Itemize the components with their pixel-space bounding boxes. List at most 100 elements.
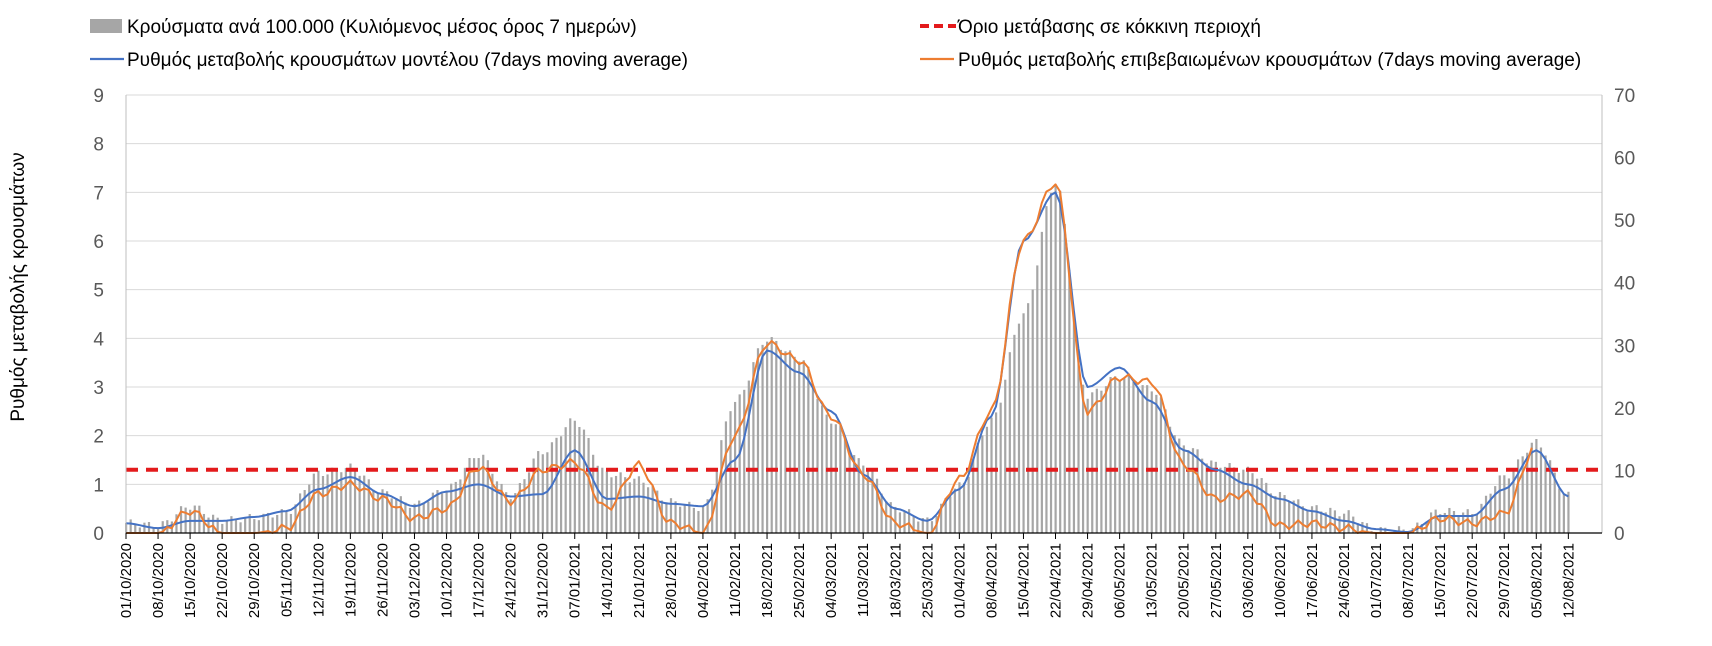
bar-mark bbox=[285, 511, 288, 533]
bar-mark bbox=[221, 523, 224, 533]
x-tick-label: 12/11/2020 bbox=[310, 543, 327, 617]
bar-mark bbox=[1269, 493, 1272, 533]
bar-mark bbox=[940, 503, 943, 533]
bar-mark bbox=[138, 527, 141, 533]
x-tick-label: 20/05/2021 bbox=[1176, 543, 1193, 618]
bar-mark bbox=[1022, 313, 1025, 533]
bar-mark bbox=[1329, 507, 1332, 533]
x-tick-label: 25/02/2021 bbox=[791, 543, 808, 618]
x-tick-label: 15/07/2021 bbox=[1432, 543, 1449, 618]
bar-mark bbox=[1091, 392, 1094, 533]
bar-mark bbox=[363, 475, 366, 533]
bar-mark bbox=[193, 505, 196, 533]
bar-mark bbox=[990, 417, 993, 533]
bar-mark bbox=[880, 493, 883, 533]
bar-mark bbox=[559, 436, 563, 533]
bar-mark bbox=[711, 489, 714, 533]
bar-mark bbox=[1031, 289, 1034, 533]
bar-mark bbox=[894, 506, 897, 533]
bar-mark bbox=[463, 467, 467, 533]
bar-mark bbox=[376, 493, 380, 533]
bar-mark bbox=[885, 501, 888, 533]
bar-mark bbox=[555, 437, 558, 533]
bar-mark bbox=[857, 458, 860, 533]
bar-mark bbox=[1544, 455, 1547, 533]
bar-mark bbox=[1008, 352, 1011, 533]
x-tick-label: 15/10/2020 bbox=[182, 543, 199, 618]
x-tick-label: 17/06/2021 bbox=[1304, 543, 1321, 618]
bar-mark bbox=[871, 470, 874, 533]
bar-mark bbox=[134, 524, 137, 533]
bar-mark bbox=[1429, 512, 1433, 533]
bar-mark bbox=[1168, 426, 1172, 533]
bar-mark bbox=[349, 463, 352, 533]
bar-mark bbox=[1182, 445, 1185, 533]
x-tick-label: 12/08/2021 bbox=[1560, 543, 1577, 618]
bar-mark bbox=[143, 522, 146, 533]
y-left-tick-label: 3 bbox=[93, 378, 104, 399]
bar-mark bbox=[834, 424, 837, 533]
bar-mark bbox=[688, 501, 691, 533]
bar-mark bbox=[1535, 439, 1538, 533]
bar-mark bbox=[1136, 387, 1140, 533]
bar-mark bbox=[468, 457, 471, 533]
bar-mark bbox=[1081, 384, 1085, 533]
bar-mark bbox=[550, 442, 554, 533]
bar-mark bbox=[1114, 376, 1117, 533]
bar-mark bbox=[509, 499, 512, 533]
bar-mark bbox=[418, 500, 421, 533]
bar-mark bbox=[1452, 510, 1456, 533]
bar-mark bbox=[1219, 467, 1222, 533]
bar-mark bbox=[1526, 452, 1529, 533]
x-tick-label: 29/04/2021 bbox=[1080, 543, 1097, 618]
bar-mark bbox=[761, 344, 764, 533]
bar-mark bbox=[1196, 449, 1199, 533]
bar-mark bbox=[532, 458, 535, 533]
bar-mark bbox=[386, 491, 389, 533]
x-tick-label: 22/04/2021 bbox=[1048, 543, 1065, 618]
bar-mark bbox=[917, 521, 920, 533]
bar-mark bbox=[811, 384, 815, 533]
bar-mark bbox=[308, 484, 311, 533]
bar-mark bbox=[752, 362, 755, 533]
bar-mark bbox=[1530, 442, 1533, 533]
bar-mark bbox=[1141, 385, 1144, 533]
bar-mark bbox=[633, 478, 636, 533]
legend-label-confirmed: Ρυθμός μεταβολής επιβεβαιωμένων κρουσμάτ… bbox=[958, 50, 1581, 71]
bar-mark bbox=[390, 498, 393, 533]
bar-mark bbox=[733, 401, 737, 533]
x-tick-label: 04/02/2021 bbox=[695, 543, 712, 618]
bar-mark bbox=[1549, 460, 1552, 533]
bar-mark bbox=[1205, 463, 1208, 533]
bar-mark bbox=[674, 501, 677, 533]
bar-mark bbox=[875, 478, 879, 533]
bar-mark bbox=[743, 389, 746, 533]
bar-mark bbox=[756, 348, 760, 533]
bar-mark bbox=[212, 514, 215, 533]
bar-mark bbox=[587, 437, 590, 533]
bar-mark bbox=[1553, 472, 1556, 533]
bar-mark bbox=[518, 483, 521, 533]
model-series bbox=[125, 191, 1569, 534]
bar-mark bbox=[1036, 265, 1039, 533]
bar-mark bbox=[1237, 472, 1240, 533]
confirmed-series bbox=[126, 183, 1533, 534]
bar-mark bbox=[1361, 522, 1364, 533]
bar-mark bbox=[642, 482, 645, 533]
bar-mark bbox=[981, 435, 984, 533]
axes: 0 1 2 3 4 5 6 7 8 9 0 10 20 30 40 50 60 70 01/10/2020 08/10… bbox=[93, 86, 1635, 618]
x-tick-label: 08/10/2020 bbox=[150, 543, 167, 618]
y-right-tick-label: 20 bbox=[1614, 399, 1635, 420]
bar-mark bbox=[738, 394, 741, 533]
bar-mark bbox=[198, 505, 201, 533]
bar-mark bbox=[1004, 379, 1007, 533]
y-left-tick-label: 5 bbox=[93, 281, 104, 302]
bar-mark bbox=[1310, 506, 1314, 533]
bar-mark bbox=[601, 467, 604, 533]
x-tick-label: 05/11/2020 bbox=[278, 543, 295, 617]
bar-mark bbox=[976, 442, 979, 533]
x-tick-label: 05/08/2021 bbox=[1528, 543, 1545, 618]
bar-mark bbox=[1338, 516, 1341, 533]
